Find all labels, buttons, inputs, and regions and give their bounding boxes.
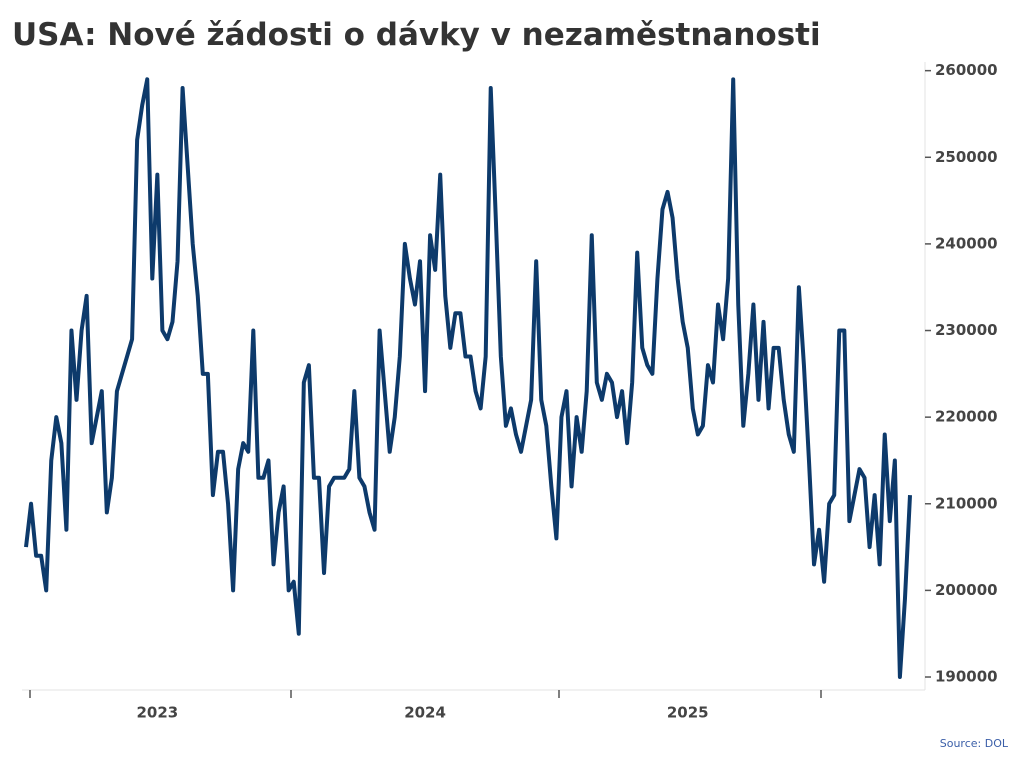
line-series xyxy=(24,77,912,680)
y-tick-label: 210000 xyxy=(935,494,998,512)
y-tick-label: 200000 xyxy=(935,581,998,599)
x-tick-label: 2024 xyxy=(404,704,446,722)
y-tick-label: 230000 xyxy=(935,321,998,339)
y-tick-label: 260000 xyxy=(935,61,998,79)
source: Source: DOL xyxy=(940,737,1009,750)
x-tick-label: 2023 xyxy=(136,704,178,722)
y-tick-label: 250000 xyxy=(935,148,998,166)
x-tick-label: 2025 xyxy=(667,704,709,722)
y-tick-label: 240000 xyxy=(935,234,998,252)
chart-title: USA: Nové žádosti o dávky v nezaměstnano… xyxy=(12,17,821,53)
y-tick-label: 190000 xyxy=(935,668,998,686)
y-tick-label: 220000 xyxy=(935,408,998,426)
